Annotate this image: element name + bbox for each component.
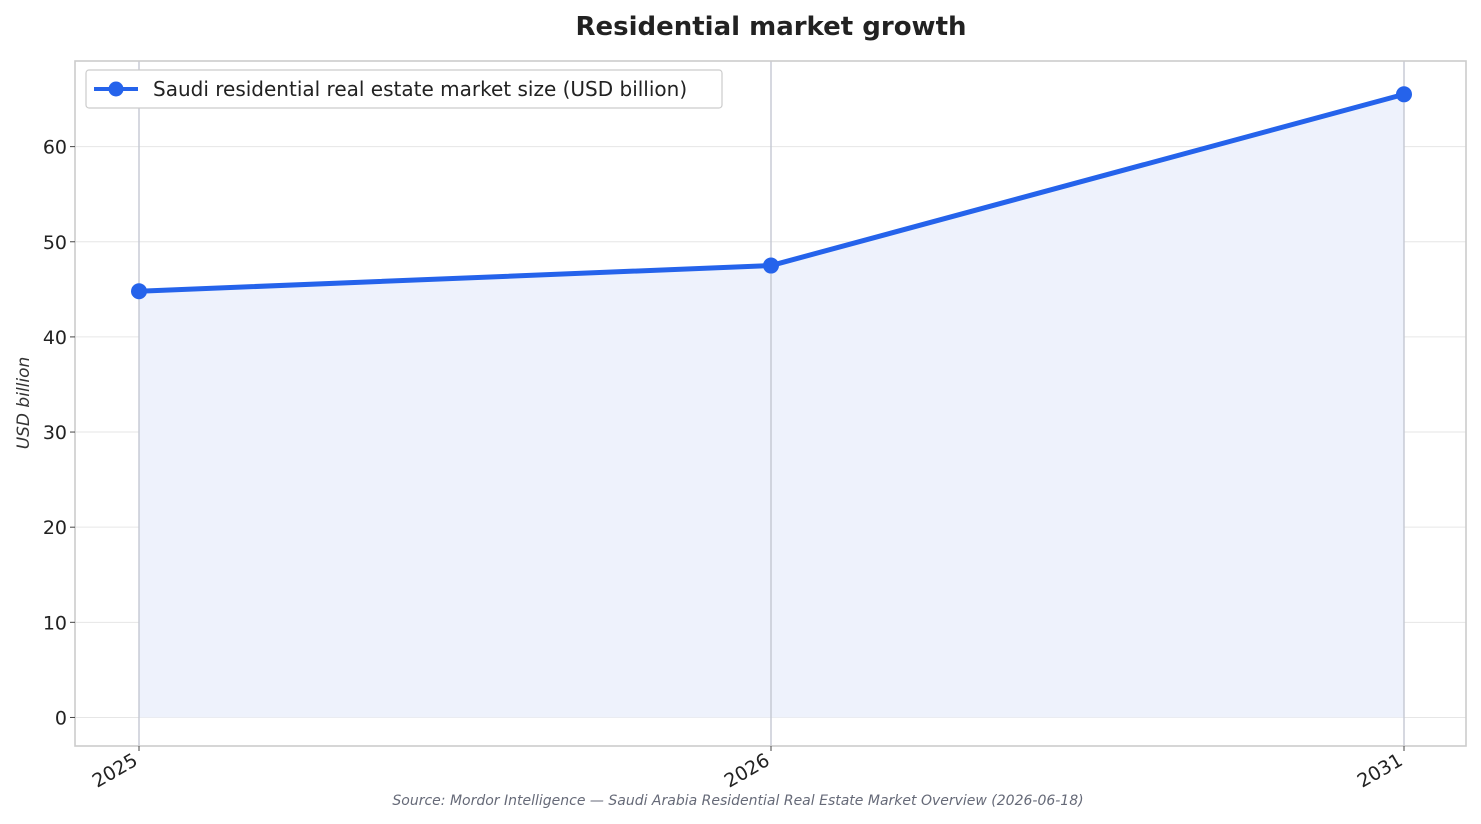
data-point	[763, 257, 779, 274]
legend-marker-swatch	[108, 81, 124, 97]
y-tick-label: 30	[43, 422, 67, 444]
x-tick-label: 2031	[1354, 749, 1407, 792]
y-tick-label: 50	[43, 232, 67, 254]
y-tick-label: 60	[43, 137, 67, 159]
y-tick-label: 0	[55, 707, 67, 729]
y-tick-label: 20	[43, 517, 67, 539]
legend-frame	[85, 69, 723, 109]
plot-area: 0 10 20 30 40 50 60 2025 2026 2031	[43, 60, 1467, 793]
y-tick-label: 10	[43, 612, 67, 634]
x-tick-label: 2025	[89, 749, 142, 792]
legend-entry-label: Saudi residential real estate market siz…	[153, 77, 687, 101]
y-axis-label: USD billion	[14, 357, 34, 450]
y-tick-label: 40	[43, 327, 67, 349]
data-point	[1396, 86, 1412, 103]
legend: Saudi residential real estate market siz…	[85, 69, 723, 109]
data-point	[131, 283, 147, 300]
source-note: Source: Mordor Intelligence — Saudi Arab…	[392, 793, 1083, 809]
x-tick-label: 2026	[721, 749, 774, 792]
chart-title: Residential market growth	[575, 12, 966, 42]
